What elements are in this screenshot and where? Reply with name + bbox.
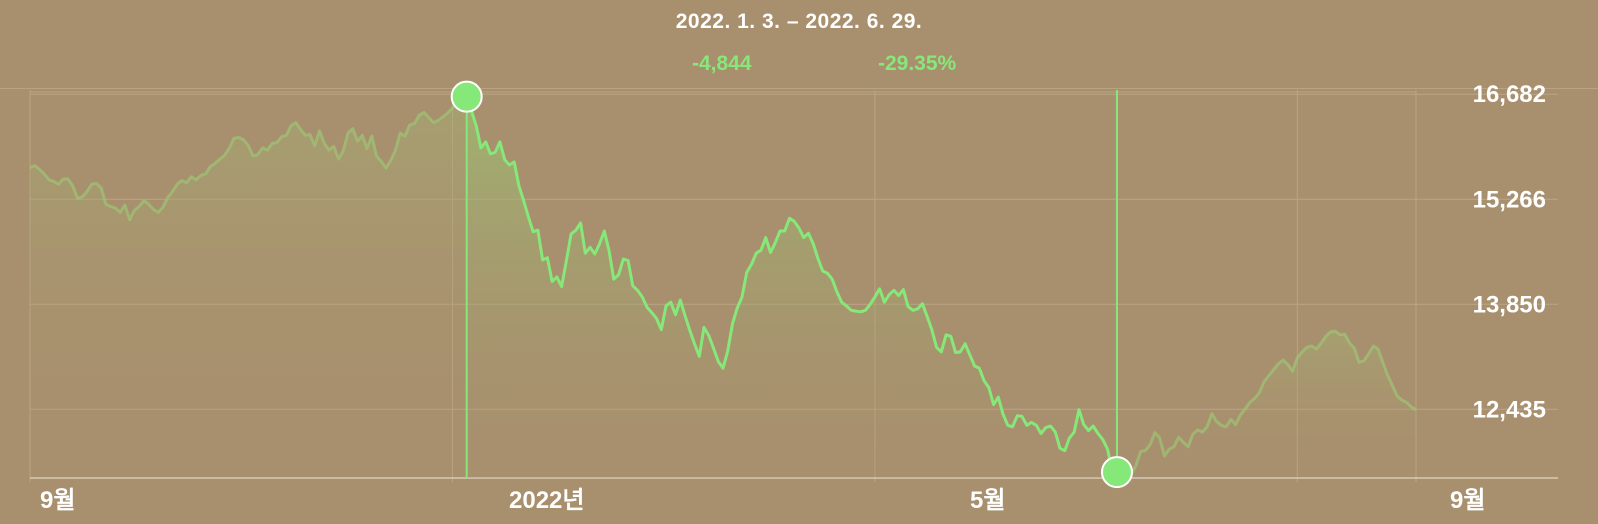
y-tick-label: 15,266 <box>1473 186 1546 213</box>
y-tick-label: 12,435 <box>1473 396 1546 423</box>
chart-line <box>29 95 1417 476</box>
area-after-range <box>1117 331 1416 478</box>
area-before-range <box>30 96 467 478</box>
chart-area <box>30 96 1416 478</box>
series-line-before <box>29 95 468 222</box>
change-percent: -29.35% <box>878 52 957 75</box>
x-tick-label: 9월 <box>1450 487 1485 514</box>
y-tick-label: 16,682 <box>1473 81 1546 108</box>
chart-header: 2022. 1. 3. – 2022. 6. 29. -4,844 -29.35… <box>0 0 1598 89</box>
x-axis-labels: 9월 2022년 5월 9월 <box>40 487 1485 514</box>
series-line-after <box>1115 329 1417 476</box>
x-tick-label: 9월 <box>40 487 75 514</box>
y-tick-label: 13,850 <box>1473 291 1546 318</box>
y-axis-labels: 16,682 15,266 13,850 12,435 <box>1473 81 1546 423</box>
selected-range-label: 2022. 1. 3. – 2022. 6. 29. <box>675 10 923 33</box>
range-start-handle[interactable] <box>450 80 483 113</box>
x-tick-label: 5월 <box>970 487 1005 514</box>
range-end-handle[interactable] <box>1100 456 1133 489</box>
area-selected-range <box>466 96 1117 478</box>
series-line-selected <box>465 96 1118 474</box>
change-absolute: -4,844 <box>692 52 752 75</box>
range-markers[interactable] <box>450 80 1133 489</box>
x-tick-label: 2022년 <box>509 487 584 514</box>
